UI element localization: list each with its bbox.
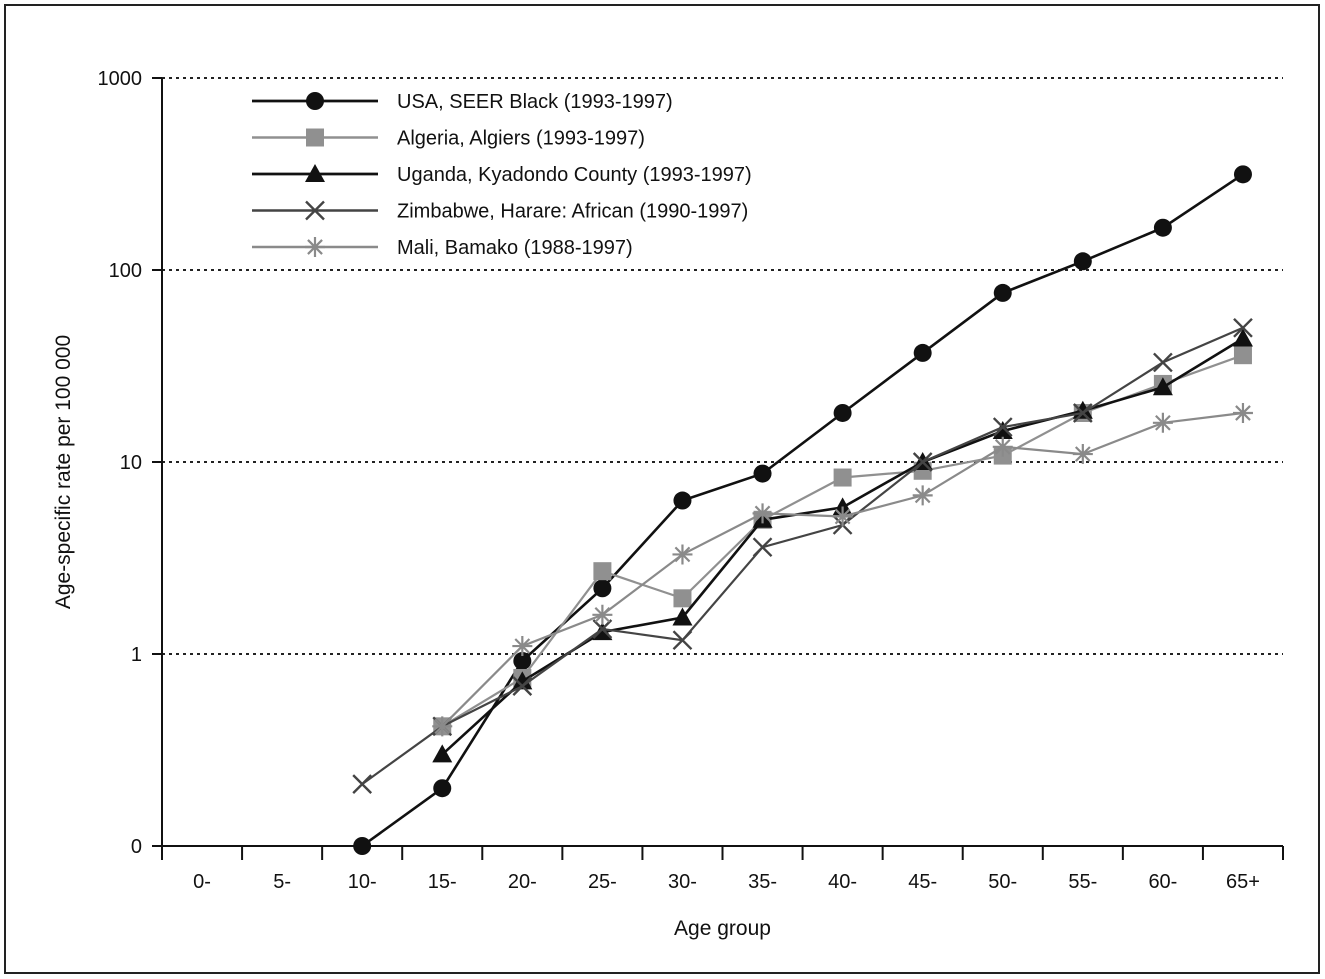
grid-lines [162,77,1283,655]
data-point [512,671,533,690]
y-tick-label: 0 [131,836,142,858]
y-tick-label: 10 [120,452,142,474]
data-point [992,436,1013,457]
series-line [441,337,1244,756]
legend-label: Zimbabwe, Harare: African (1990-1997) [397,201,748,223]
data-point [752,537,773,558]
data-point [752,503,773,524]
data-point [1233,165,1252,184]
y-tick-label: 1000 [98,68,143,90]
data-point [433,779,452,798]
legend: USA, SEER Black (1993-1997) Algeria, Algi… [252,91,752,259]
series-line [361,173,1244,848]
data-point [1152,377,1173,396]
x-axis-title: Age group [674,917,771,940]
data-point [1233,317,1253,338]
data-point [913,343,932,362]
data-point [672,607,693,626]
series-layer [352,165,1253,855]
data-point [1233,346,1252,365]
axes: 0 1 10 100 1000 0- 5- 10- 15- 20- 25- 30- 35- 40- 45- 5… [98,68,1284,893]
data-point [593,579,612,598]
data-point [673,589,692,608]
legend-marker [306,92,324,110]
data-point [513,651,532,670]
data-point [593,562,612,581]
data-point [753,464,772,483]
x-tick-label: 45- [908,871,937,893]
y-axis-title: Age-specific rate per 100 000 [52,335,75,609]
series-triangle [432,328,1253,763]
data-point [992,421,1013,440]
x-tick-label: 35- [748,871,777,893]
x-tick-label: 55- [1068,871,1097,893]
x-tick-label: 20- [508,871,537,893]
data-point [1232,328,1253,347]
data-point [1072,403,1093,423]
x-tick-label: 25- [588,871,617,893]
x-tick-label: 40- [828,871,857,893]
legend-label: Mali, Bamako (1988-1997) [397,237,633,259]
series-x [352,317,1253,794]
data-point [1153,218,1172,237]
data-point [1232,402,1253,423]
x-tick-label: 60- [1148,871,1177,893]
x-tick-label: 5- [273,871,291,893]
data-point [1073,252,1092,271]
legend-marker [306,128,324,147]
legend-label: Uganda, Kyadondo County (1993-1997) [397,164,752,186]
data-point [352,774,373,794]
data-point [353,837,372,855]
legend-marker [305,237,325,257]
legend-label: Algeria, Algiers (1993-1997) [397,128,645,150]
y-tick-label: 1 [131,644,142,666]
data-point [912,452,933,472]
data-point [672,630,693,651]
data-point [832,506,853,527]
x-tick-label: 15- [428,871,457,893]
series-asterisk [432,402,1253,737]
data-point [673,491,692,510]
series-line [361,326,1244,785]
legend-label: USA, SEER Black (1993-1997) [397,91,673,113]
data-point [833,468,852,487]
series-circle [353,165,1252,855]
data-point [592,604,613,625]
series-line [441,411,1244,728]
data-point [432,716,453,737]
data-point [1153,352,1173,373]
x-tick-label: 0- [193,871,211,893]
data-point [592,619,613,639]
chart-frame [4,4,1320,974]
data-point [912,485,933,506]
x-tick-label: 65+ [1226,871,1260,893]
data-point [672,544,693,565]
data-point [432,744,453,763]
legend-marker [305,164,325,182]
x-tick-label: 30- [668,871,697,893]
data-point [833,403,852,422]
data-point [993,283,1012,302]
y-tick-label: 100 [109,260,142,282]
x-tick-label: 50- [988,871,1017,893]
data-point [1072,444,1093,465]
data-point [1152,412,1173,433]
data-point [512,676,533,697]
data-point [992,417,1013,437]
data-point [512,636,533,657]
x-tick-label: 10- [348,871,377,893]
legend-marker [305,200,325,221]
